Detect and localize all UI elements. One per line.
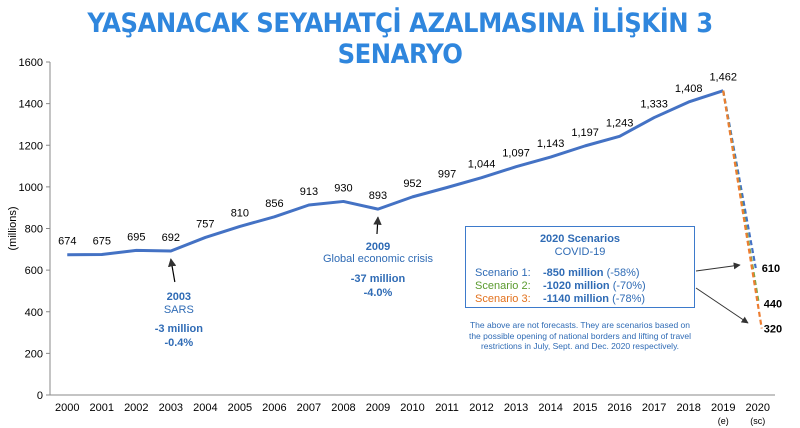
x-tick-label: 2008	[331, 402, 355, 414]
x-tick-label: 2018	[676, 402, 700, 414]
x-tick-sublabel: (e)	[718, 416, 729, 426]
x-tick-label: 2013	[504, 402, 528, 414]
pointer-arrow	[695, 262, 741, 272]
scenario-2-row: Scenario 2: -1020 million (-70%)	[475, 280, 646, 292]
y-tick-label: 1400	[19, 99, 43, 111]
x-tick-label: 2001	[90, 402, 114, 414]
scenario-line	[722, 90, 763, 329]
data-label: 1,462	[709, 72, 737, 84]
y-tick-label: 600	[25, 265, 43, 277]
sars-name: SARS	[164, 304, 194, 316]
data-label: 1,408	[675, 83, 703, 95]
data-label: 1,333	[640, 99, 668, 111]
x-tick-label: 2012	[469, 402, 493, 414]
y-tick-label: 1600	[19, 57, 43, 69]
pointer-arrow	[695, 287, 749, 324]
x-tick-label: 2004	[193, 402, 217, 414]
gec-pct: -4.0%	[364, 287, 393, 299]
y-tick-label: 1200	[19, 140, 43, 152]
data-label: 997	[438, 168, 456, 180]
y-tick-label: 800	[25, 224, 43, 236]
x-tick-label: 2003	[159, 402, 183, 414]
scenario-1-change: -850 million	[543, 267, 604, 279]
scenario-3-change: -1140 million	[543, 293, 610, 305]
sars-change: -3 million	[155, 323, 204, 335]
x-tick-label: 2017	[642, 402, 666, 414]
data-label: 674	[58, 236, 76, 248]
data-label: 913	[300, 186, 318, 198]
x-tick-label: 2015	[573, 402, 597, 414]
x-tick-label: 2000	[55, 402, 79, 414]
gec-year: 2009	[366, 241, 390, 253]
scenario-box-title: 2020 Scenarios	[539, 233, 621, 245]
x-tick-label: 2006	[262, 402, 286, 414]
scenario-1-pct: (-58%)	[606, 267, 640, 279]
disclaimer-note: The above are not forecasts. They are sc…	[468, 320, 692, 351]
scenario-value-label: 320	[764, 323, 782, 335]
x-tick-label: 2009	[366, 402, 390, 414]
scenario-line	[722, 90, 757, 269]
x-tick-label: 2019	[711, 402, 735, 414]
x-tick-label: 2011	[435, 402, 459, 414]
data-label: 952	[403, 178, 421, 190]
y-tick-label: 1000	[19, 182, 43, 194]
data-label: 810	[231, 207, 249, 219]
data-label: 1,243	[606, 117, 634, 129]
chart-title: YAŞANACAK SEYAHATÇİ AZALMASINA İLİŞKİN 3…	[87, 8, 713, 70]
x-tick-sublabel: (sc)	[750, 416, 765, 426]
sars-pct: -0.4%	[164, 337, 193, 349]
y-tick-label: 400	[25, 307, 43, 319]
y-tick-label: 200	[25, 348, 43, 360]
scenario-2-change: -1020 million	[543, 280, 610, 292]
data-label: 675	[93, 236, 111, 248]
x-tick-label: 2005	[228, 402, 252, 414]
sars-arrow	[167, 258, 177, 283]
data-label: 1,197	[571, 127, 599, 139]
scenario-value-label: 440	[764, 298, 782, 310]
x-tick-label: 2014	[538, 402, 562, 414]
x-tick-label: 2002	[124, 402, 148, 414]
scenario-3-label: Scenario 3:	[475, 293, 531, 305]
data-label: 1,143	[537, 138, 565, 150]
scenario-1-label: Scenario 1:	[475, 267, 531, 279]
scenario-3-pct: (-78%)	[612, 293, 646, 305]
gec-name: Global economic crisis	[323, 253, 434, 265]
scenario-3-row: Scenario 3: -1140 million (-78%)	[475, 293, 645, 305]
data-label: 695	[127, 231, 145, 243]
data-label: 757	[196, 218, 214, 230]
y-axis-label: (millions)	[7, 207, 19, 251]
data-label: 893	[369, 190, 387, 202]
gec-change: -37 million	[351, 273, 406, 285]
scenario-2-pct: (-70%)	[612, 280, 646, 292]
data-label: 1,097	[502, 148, 530, 160]
scenario-value-label: 610	[762, 263, 780, 275]
x-tick-label: 2016	[607, 402, 631, 414]
scenario-1-row: Scenario 1: -850 million (-58%)	[475, 267, 640, 279]
gec-arrow	[373, 216, 382, 235]
series-line	[67, 89, 724, 257]
scenario-2-label: Scenario 2:	[475, 280, 531, 292]
data-label: 692	[162, 232, 180, 244]
data-label: 856	[265, 198, 283, 210]
data-label: 930	[334, 182, 352, 194]
data-label: 1,044	[468, 159, 496, 171]
x-tick-label: 2010	[400, 402, 424, 414]
x-tick-label: 2020	[745, 402, 769, 414]
scenario-box-subtitle: COVID-19	[554, 246, 606, 258]
x-tick-label: 2007	[297, 402, 321, 414]
sars-year: 2003	[167, 291, 191, 303]
scenario-box: 2020 Scenarios COVID-19 Scenario 1: -850 …	[465, 226, 695, 308]
y-tick-label: 0	[37, 390, 43, 402]
